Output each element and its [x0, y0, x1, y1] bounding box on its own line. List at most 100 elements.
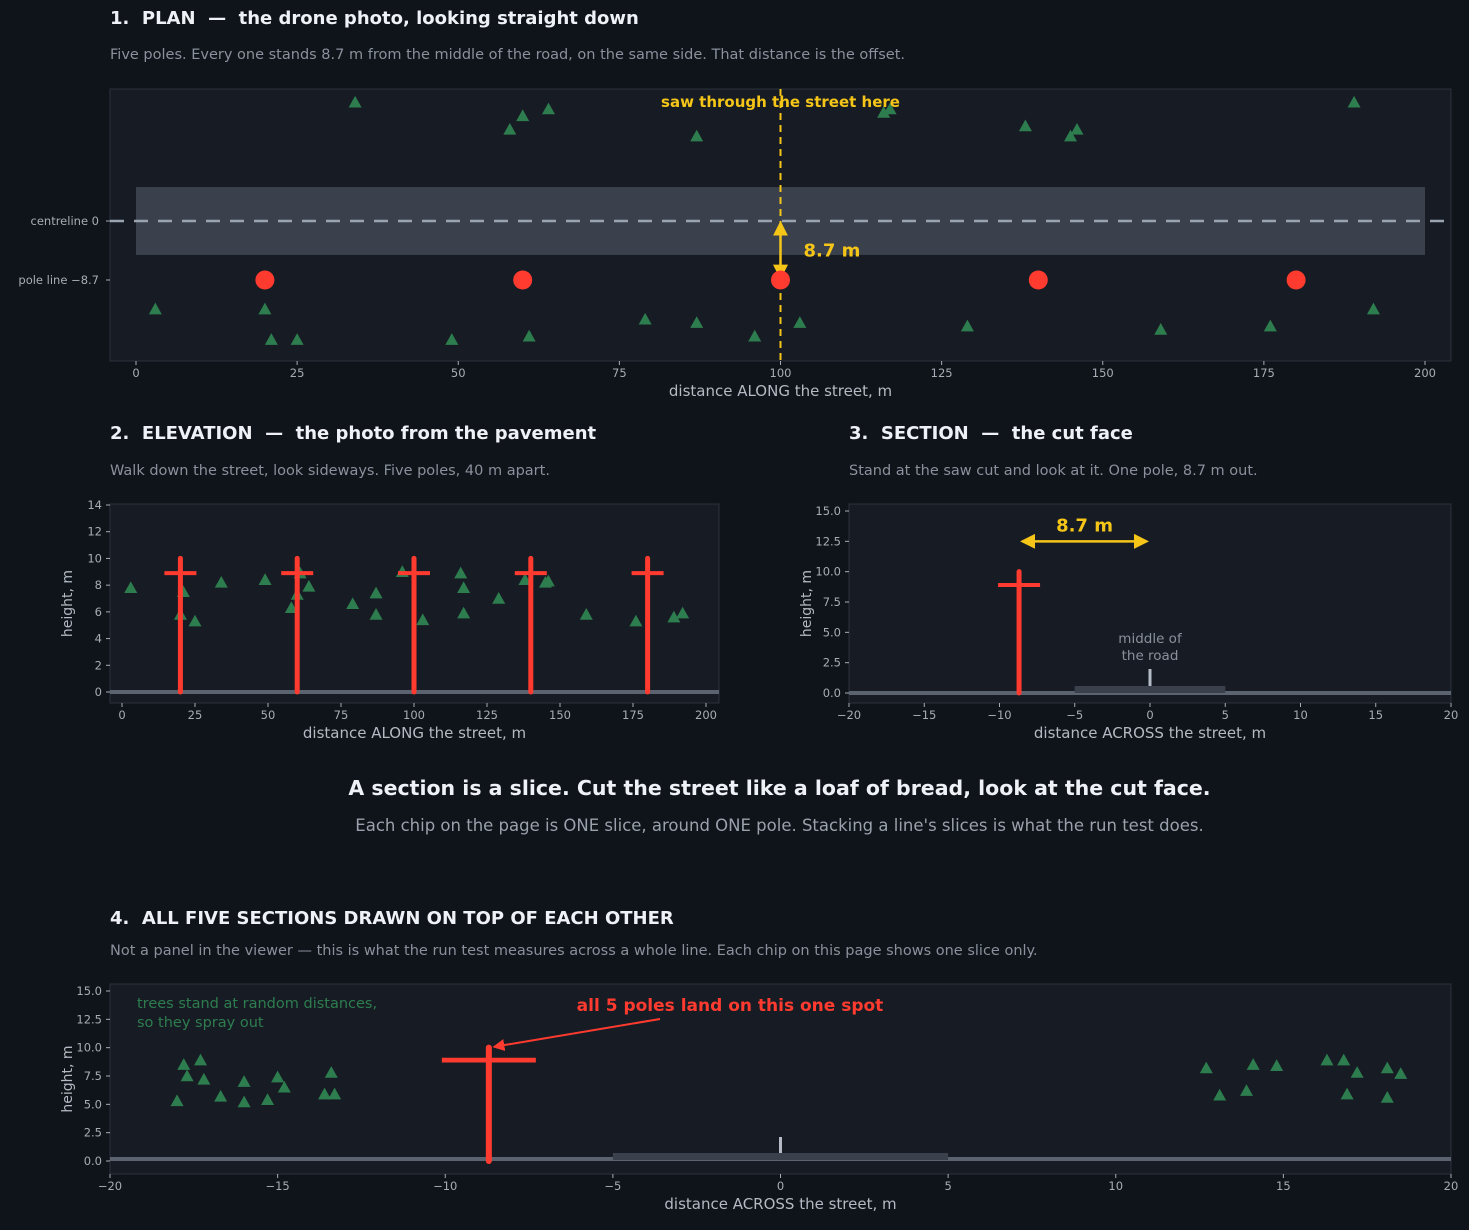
stacked-tree — [194, 1053, 208, 1066]
plan-y-tick-label: pole line −8.7 — [18, 273, 99, 287]
plan-tree — [748, 329, 762, 342]
plan-tree — [1366, 302, 1380, 315]
elevation-tree — [346, 597, 360, 610]
elevation-x-tick-label: 175 — [622, 708, 644, 722]
elevation-x-tick-label: 75 — [334, 708, 349, 722]
stacked-y-tick-label: 10.0 — [76, 1041, 102, 1055]
stacked-tree — [1270, 1059, 1284, 1071]
plan-x-tick-label: 175 — [1253, 366, 1275, 380]
section-y-tick-label: 5.0 — [823, 625, 841, 639]
plan-tree — [503, 122, 517, 135]
plan-y-tick-label: centreline 0 — [31, 214, 99, 228]
elevation-x-tick-label: 100 — [403, 708, 425, 722]
section-y-tick-label: 10.0 — [815, 565, 841, 579]
plan-tree — [690, 316, 704, 328]
stacked-tree — [170, 1094, 184, 1107]
elevation-y-tick-label: 4 — [95, 632, 102, 646]
all-poles-arrow — [492, 1018, 661, 1051]
stacked-tree — [1320, 1053, 1334, 1066]
section-y-tick-label: 15.0 — [815, 504, 841, 518]
stacked-y-tick-label: 0.0 — [84, 1154, 102, 1168]
stacked-tree — [1239, 1084, 1253, 1096]
elevation-y-tick-label: 2 — [95, 658, 102, 672]
section-y-tick-label: 2.5 — [823, 656, 841, 670]
panel3-title: 3. SECTION — the cut face — [849, 423, 1133, 444]
stacked-tree — [1199, 1061, 1213, 1074]
elevation-y-tick-label: 8 — [95, 578, 102, 592]
elevation-x-xlabel: distance ALONG the street, m — [303, 724, 526, 742]
stacked-tree — [324, 1066, 338, 1078]
section-x-tick-label: 0 — [1146, 708, 1153, 722]
plan-pole — [771, 270, 790, 290]
stacked-tree — [1380, 1091, 1394, 1103]
stacked-x-xlabel: distance ACROSS the street, m — [664, 1195, 896, 1213]
elevation-tree — [454, 566, 468, 579]
stacked-tree — [328, 1087, 342, 1100]
plan-tree — [148, 302, 162, 315]
elevation-x-tick-label: 0 — [118, 708, 125, 722]
plan-x-tick-label: 200 — [1414, 366, 1436, 380]
plan-tree — [1064, 129, 1078, 142]
elevation-x-tick-label: 125 — [476, 708, 498, 722]
section-y-ylabel: height, m — [799, 570, 815, 637]
elevation-tree — [369, 586, 383, 599]
plan-x-tick-label: 125 — [931, 366, 953, 380]
caption-main: A section is a slice. Cut the street lik… — [348, 776, 1211, 800]
elevation-y-tick-label: 14 — [87, 498, 102, 512]
tree-note-line1: trees stand at random distances, — [137, 996, 377, 1012]
elevation-y-tick-label: 0 — [95, 685, 102, 699]
elevation-tree — [457, 581, 471, 594]
plan-tree — [883, 102, 897, 115]
section-y-tick-label: 7.5 — [823, 595, 841, 609]
plan-tree — [1070, 122, 1084, 135]
stacked-road — [612, 1153, 949, 1160]
stacked-x-tick-label: −15 — [265, 1179, 289, 1193]
section-x-xlabel: distance ACROSS the street, m — [1034, 724, 1266, 742]
stacked-tree — [197, 1072, 211, 1085]
section-y-tick-label: 12.5 — [815, 534, 841, 548]
elevation-x-tick-label: 200 — [695, 708, 717, 722]
stacked-tree — [1337, 1053, 1351, 1066]
section-x-tick-label: 10 — [1293, 708, 1308, 722]
stacked-tree — [180, 1069, 194, 1082]
stacked-x-tick-label: 15 — [1276, 1179, 1291, 1193]
elevation-tree — [369, 608, 383, 620]
elevation-tree — [676, 606, 690, 619]
stacked-tree — [177, 1058, 191, 1070]
plan-x-tick-label: 25 — [290, 366, 305, 380]
stacked-y-tick-label: 5.0 — [84, 1097, 102, 1111]
elevation-y-tick-label: 12 — [87, 525, 102, 539]
section-y-tick-label: 0.0 — [823, 686, 841, 700]
plan-tree — [1347, 95, 1361, 108]
stacked-x-tick-label: 20 — [1444, 1179, 1459, 1193]
panel3-subtitle: Stand at the saw cut and look at it. One… — [849, 463, 1258, 479]
stacked-y-tick-label: 2.5 — [84, 1126, 102, 1140]
elevation-tree — [188, 614, 202, 627]
elevation-tree — [518, 573, 532, 585]
plan-tree — [445, 333, 459, 345]
elevation-y-tick-label: 10 — [87, 551, 102, 565]
section-x-tick-label: −15 — [912, 708, 936, 722]
elevation-tree — [258, 573, 272, 585]
panel2-subtitle: Walk down the street, look sideways. Fiv… — [110, 463, 550, 479]
section-road — [1074, 686, 1226, 693]
panel1-title: 1. PLAN — the drone photo, looking strai… — [110, 8, 639, 29]
plan-tree — [638, 312, 652, 325]
plan-tree — [290, 333, 304, 345]
plan-tree — [1154, 323, 1168, 335]
elevation-x-tick-label: 25 — [188, 708, 203, 722]
elevation-tree — [541, 574, 555, 587]
section-x-tick-label: −10 — [987, 708, 1011, 722]
stacked-tree — [1340, 1087, 1354, 1100]
stacked-x-tick-label: 10 — [1108, 1179, 1123, 1193]
stacked-y-tick-label: 15.0 — [76, 984, 102, 998]
elevation-tree — [629, 614, 643, 627]
stacked-tree — [237, 1075, 251, 1087]
stacked-tree — [214, 1089, 228, 1102]
elevation-tree — [492, 592, 506, 604]
stacked-tree — [1380, 1061, 1394, 1074]
elevation-tree — [214, 575, 228, 588]
plan-x-tick-label: 150 — [1092, 366, 1114, 380]
elevation-x-tick-label: 50 — [261, 708, 276, 722]
